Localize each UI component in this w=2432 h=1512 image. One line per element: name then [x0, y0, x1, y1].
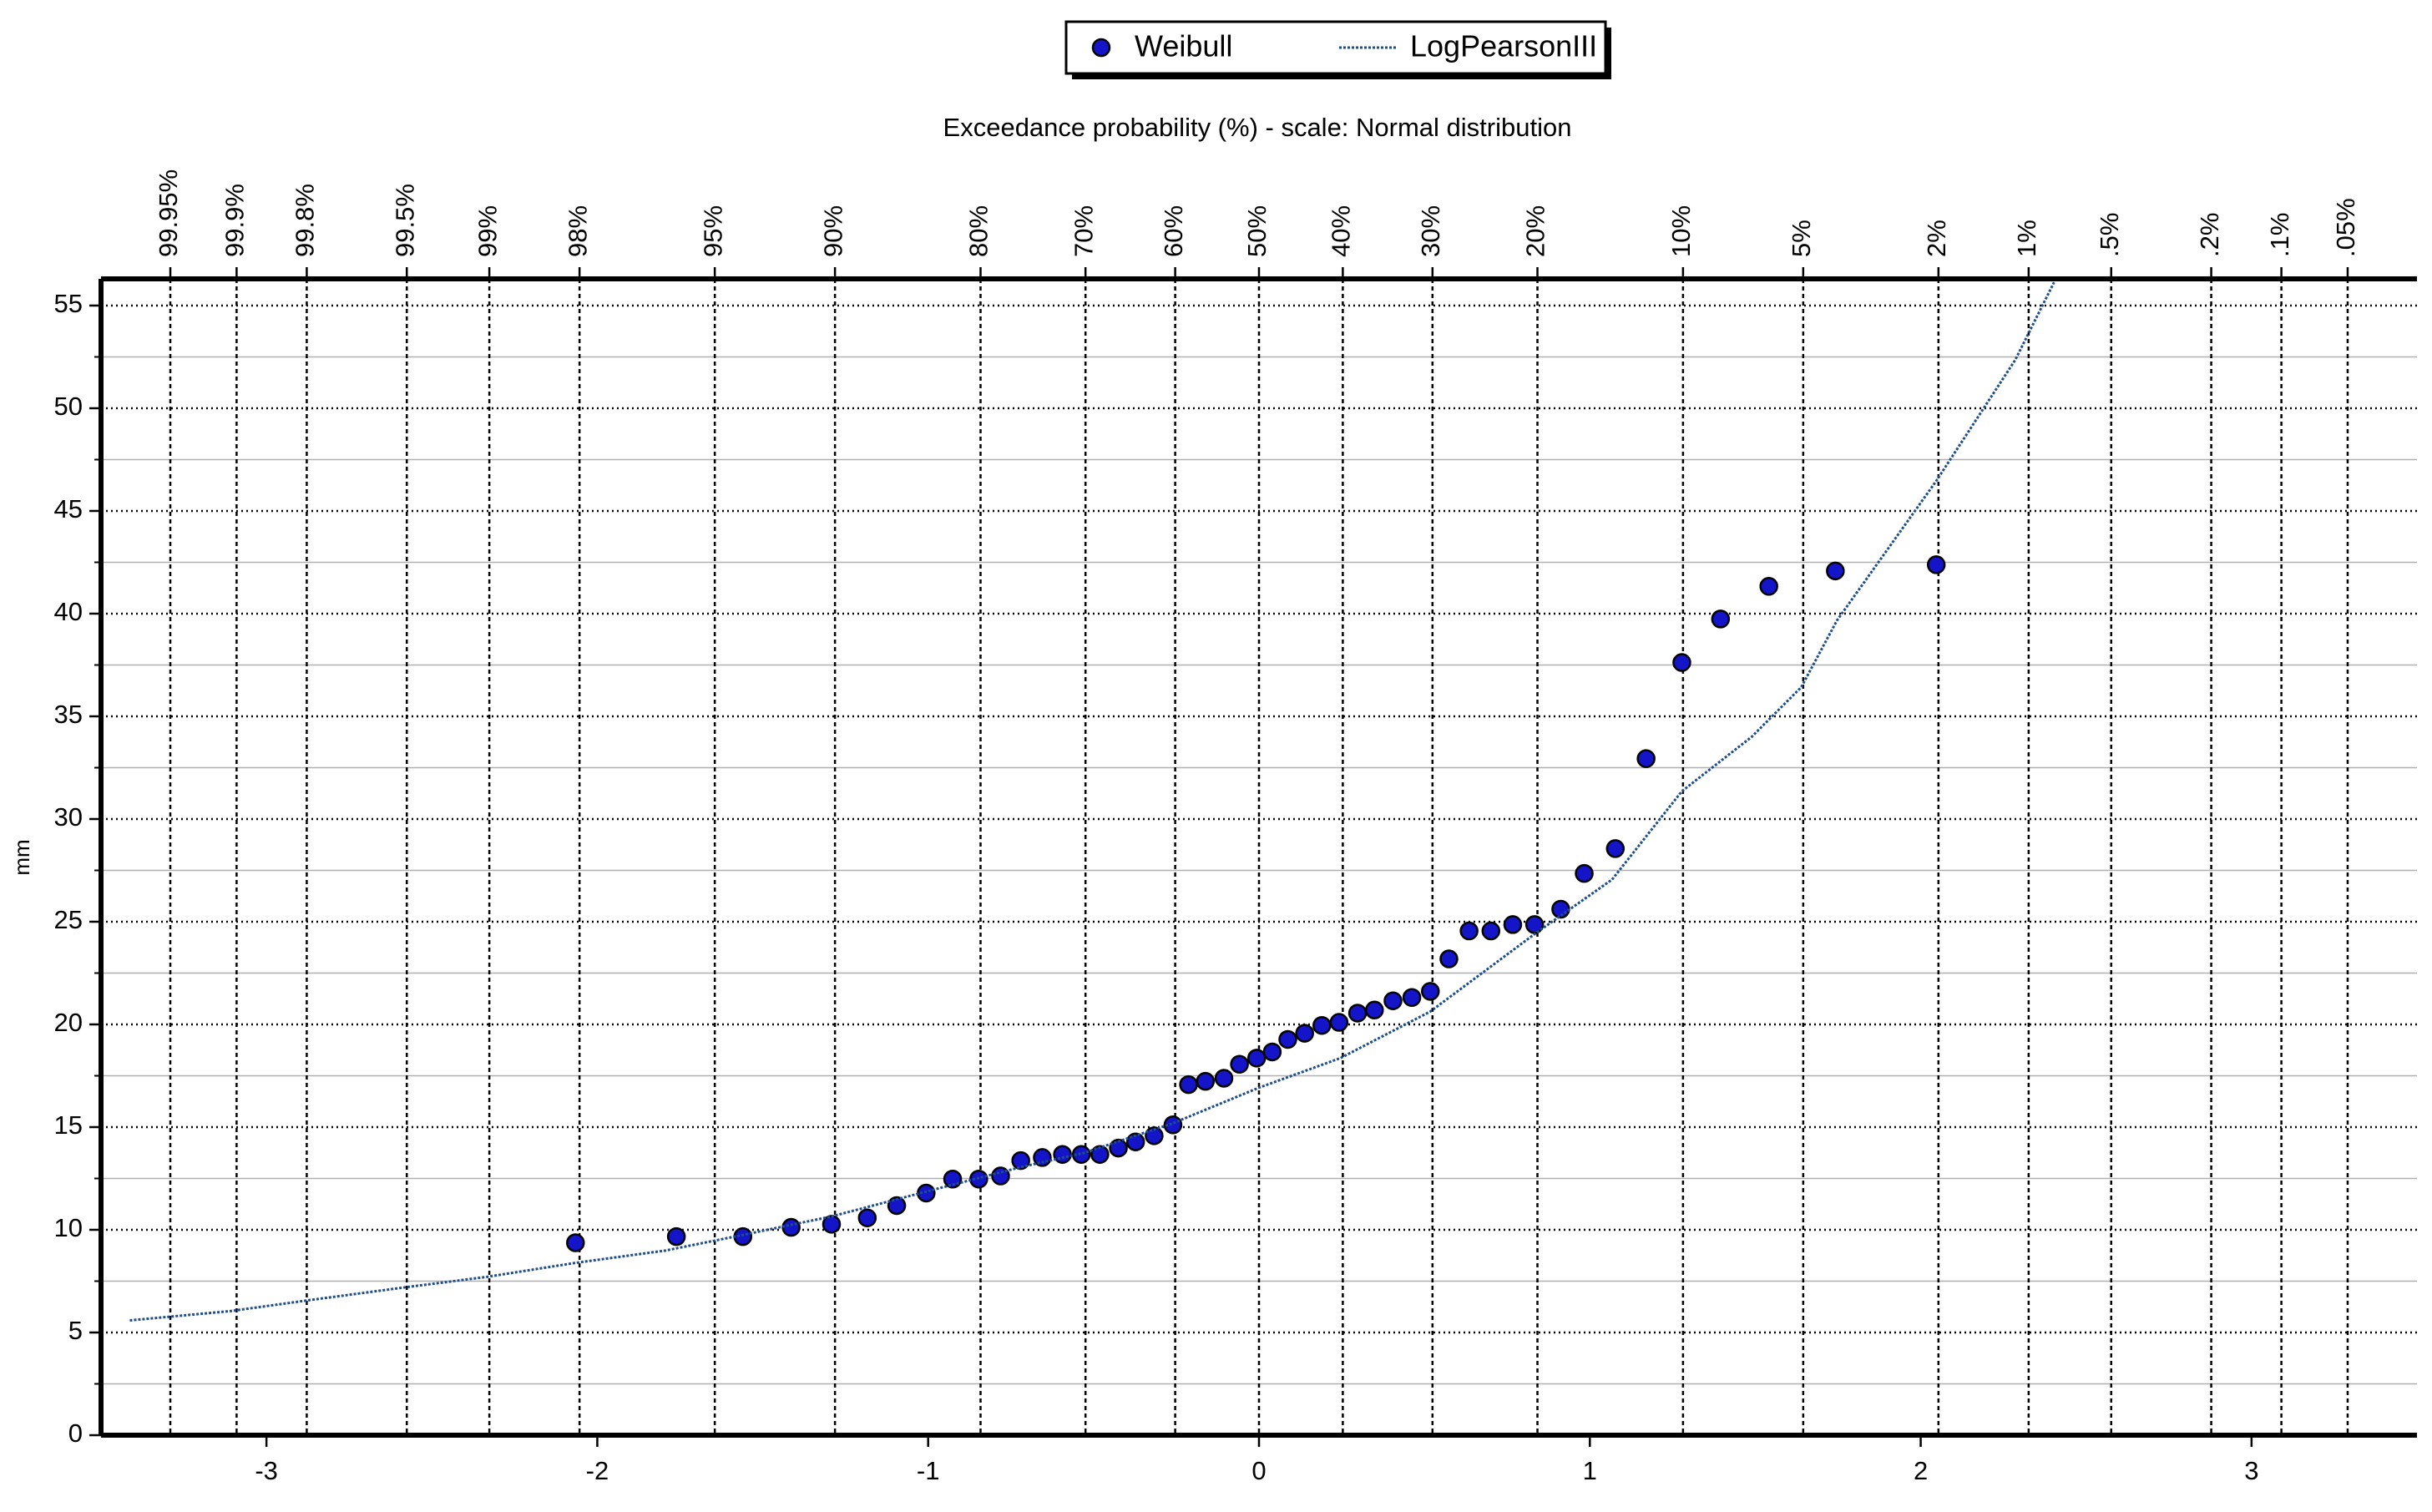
- y-tick-label: 15: [54, 1110, 83, 1140]
- point: [1179, 1075, 1198, 1095]
- point: [1295, 1024, 1314, 1043]
- legend-label: Weibull: [1135, 29, 1232, 63]
- x2-tick-label: 60%: [1159, 205, 1188, 257]
- y-tick-label: 30: [54, 802, 83, 832]
- point: [1278, 1029, 1297, 1049]
- point: [781, 1217, 801, 1237]
- x2-tick-label: 99.95%: [154, 169, 183, 257]
- point: [991, 1166, 1010, 1186]
- line: [129, 281, 2055, 1322]
- point: [1383, 991, 1403, 1010]
- point: [1575, 863, 1594, 883]
- x2-tick-label: .1%: [2265, 213, 2294, 257]
- x2-tick-label: 99.5%: [390, 184, 419, 257]
- y-tick-label: 35: [54, 700, 83, 729]
- point: [1312, 1015, 1332, 1035]
- legend-box: [1064, 20, 1607, 75]
- legend-marker: [1091, 38, 1111, 58]
- point: [666, 1226, 686, 1247]
- y-tick-label: 20: [54, 1008, 83, 1037]
- point: [1230, 1054, 1249, 1074]
- x2-tick-label: 90%: [818, 205, 847, 257]
- x2-axis-title: Exceedance probability (%) - scale: Norm…: [943, 113, 1572, 142]
- point: [1109, 1138, 1128, 1158]
- point: [566, 1233, 585, 1252]
- y-axis-title: mm: [9, 839, 34, 875]
- point: [857, 1208, 877, 1227]
- point: [733, 1226, 753, 1247]
- point: [1402, 988, 1422, 1008]
- point: [1329, 1013, 1349, 1032]
- x2-tick-label: 99%: [473, 205, 502, 257]
- x-tick-label: 3: [2244, 1456, 2258, 1485]
- x2-tick-label: .5%: [2095, 213, 2124, 257]
- legend-label: LogPearsonIII: [1410, 29, 1597, 63]
- x-tick-label: 1: [1583, 1456, 1597, 1485]
- point: [1503, 915, 1523, 934]
- point: [1262, 1042, 1282, 1062]
- y-tick-label: 0: [68, 1418, 83, 1448]
- x2-tick-label: 5%: [1787, 220, 1816, 257]
- point: [1636, 749, 1656, 768]
- point: [1347, 1004, 1368, 1023]
- point: [1071, 1145, 1091, 1164]
- x2-tick-label: 40%: [1327, 205, 1356, 257]
- x2-tick-label: 99.8%: [291, 184, 320, 257]
- x2-tick-label: 10%: [1666, 205, 1696, 257]
- x2-tick-label: 80%: [964, 205, 994, 257]
- point: [1711, 609, 1731, 629]
- point: [1011, 1150, 1030, 1171]
- x2-tick-label: .2%: [2195, 213, 2224, 257]
- point: [1524, 915, 1545, 934]
- x2-tick-label: 20%: [1521, 205, 1550, 257]
- point: [1826, 561, 1845, 581]
- y-tick-label: 45: [54, 494, 83, 523]
- y-tick-label: 55: [54, 289, 83, 318]
- point: [1246, 1049, 1267, 1068]
- point: [1605, 839, 1626, 858]
- x2-tick-label: .05%: [2331, 198, 2360, 257]
- point: [1439, 949, 1459, 968]
- point: [1672, 653, 1691, 672]
- x2-tick-label: 70%: [1069, 205, 1098, 257]
- x-tick-label: 0: [1251, 1456, 1266, 1485]
- x2-tick-label: 2%: [1922, 220, 1951, 257]
- point: [1214, 1069, 1234, 1088]
- x-tick-label: 2: [1914, 1456, 1928, 1485]
- x2-tick-label: 50%: [1242, 205, 1272, 257]
- x2-tick-label: 99.9%: [220, 184, 250, 257]
- point: [1053, 1145, 1072, 1164]
- point: [1481, 921, 1501, 941]
- y-tick-label: 5: [68, 1316, 83, 1345]
- y-tick-label: 50: [54, 392, 83, 421]
- point: [1926, 555, 1946, 574]
- point: [1196, 1071, 1216, 1091]
- x2-tick-label: 98%: [563, 205, 592, 257]
- point: [1421, 982, 1440, 1001]
- point: [1459, 921, 1479, 941]
- point: [1365, 1000, 1384, 1020]
- x2-tick-label: 95%: [698, 205, 727, 257]
- x-tick-label: -3: [255, 1456, 278, 1485]
- x2-tick-label: 1%: [2012, 220, 2041, 257]
- x-tick-label: -1: [917, 1456, 940, 1485]
- y-tick-label: 10: [54, 1213, 83, 1242]
- y-tick-label: 25: [54, 905, 83, 934]
- x2-tick-label: 30%: [1416, 205, 1445, 257]
- y-tick-label: 40: [54, 597, 83, 626]
- point: [1759, 577, 1778, 596]
- x-tick-label: -2: [586, 1456, 609, 1485]
